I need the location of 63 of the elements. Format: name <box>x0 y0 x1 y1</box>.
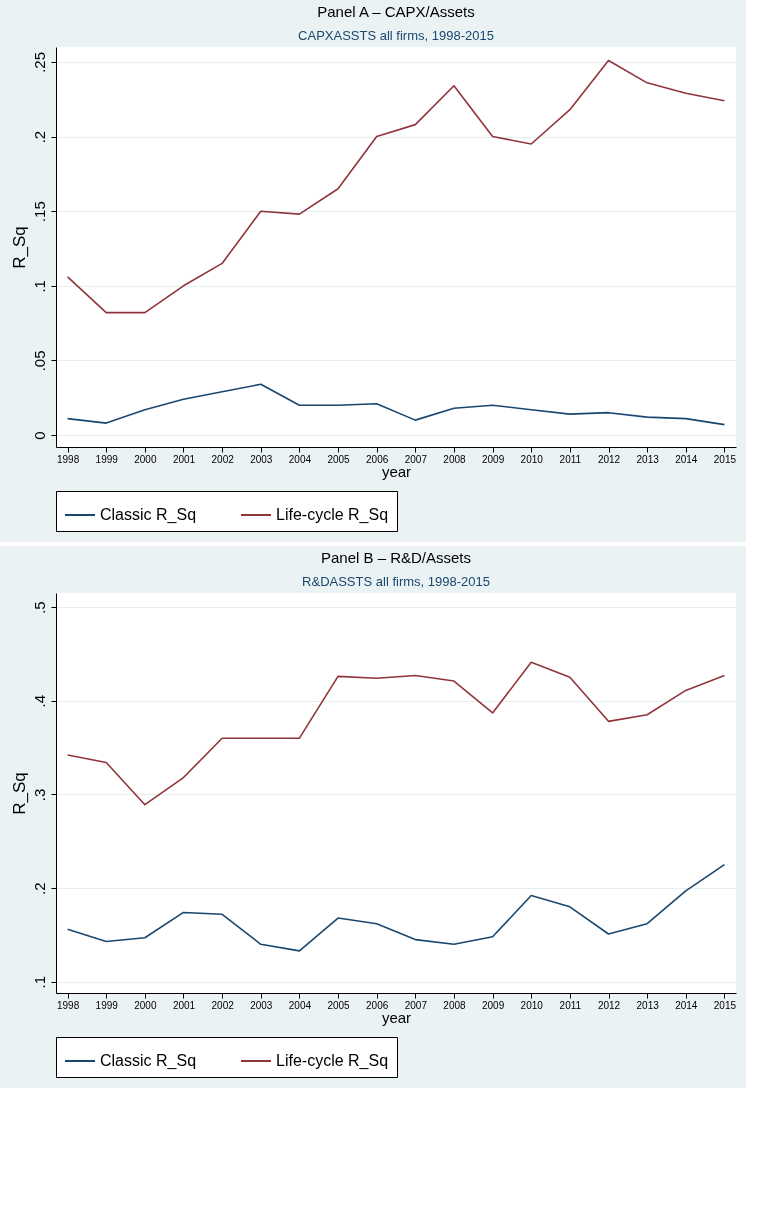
y-tick-label: .1 <box>30 976 48 989</box>
line-series <box>66 59 726 314</box>
y-tick-label: .3 <box>30 788 48 802</box>
x-tick-label: 2002 <box>211 999 235 1011</box>
x-tick-label: 2015 <box>713 999 737 1011</box>
y-axis-title: R_Sq <box>9 772 29 815</box>
line-series <box>66 383 726 426</box>
x-tick-label: 2012 <box>597 999 621 1011</box>
x-tick-label: 1998 <box>56 999 80 1011</box>
x-axis-title: year <box>381 462 412 480</box>
x-tick-label: 2009 <box>481 999 505 1011</box>
x-tick-label: 2009 <box>481 453 505 465</box>
x-tick-label: 2006 <box>366 453 389 465</box>
x-tick-label: 2014 <box>675 999 698 1011</box>
x-tick-label: 2011 <box>559 453 582 465</box>
chart-title: Panel A – CAPX/Assets <box>317 3 475 20</box>
x-tick-label: 2002 <box>211 453 235 465</box>
x-tick-label: 2005 <box>327 999 351 1011</box>
x-tick-label: 2005 <box>327 453 351 465</box>
chart-title: Panel B – R&D/Assets <box>320 549 472 566</box>
y-axis-title: R_Sq <box>9 226 29 269</box>
x-tick-label: 2013 <box>636 999 660 1011</box>
legend-label: Life-cycle R_Sq <box>276 1052 389 1070</box>
x-tick-label: 2007 <box>404 453 428 465</box>
x-tick-label: 2001 <box>172 453 196 465</box>
x-tick-label: 1999 <box>95 453 119 465</box>
y-tick-label: .1 <box>30 280 48 293</box>
y-tick-label: .15 <box>30 201 48 223</box>
x-tick-label: 2013 <box>636 453 660 465</box>
chart-subtitle: CAPXASSTS all firms, 1998-2015 <box>298 28 494 43</box>
x-tick-label: 2008 <box>443 453 467 465</box>
y-tick-label: .2 <box>30 882 48 895</box>
y-tick-label: .05 <box>30 350 48 372</box>
x-tick-label: 2008 <box>443 999 467 1011</box>
x-tick-label: 2011 <box>559 999 582 1011</box>
legend-label: Classic R_Sq <box>100 506 197 524</box>
x-tick-label: 2000 <box>134 999 157 1011</box>
line-series <box>66 661 726 806</box>
x-tick-label: 2012 <box>597 453 621 465</box>
x-tick-label: 2004 <box>288 999 312 1011</box>
legend-label: Classic R_Sq <box>100 1052 197 1070</box>
x-tick-label: 2014 <box>675 453 698 465</box>
line-series <box>66 863 726 952</box>
x-tick-label: 1999 <box>95 999 119 1011</box>
x-tick-label: 2006 <box>366 999 389 1011</box>
legend-label: Life-cycle R_Sq <box>276 506 389 524</box>
x-tick-label: 2001 <box>172 999 196 1011</box>
x-tick-label: 2007 <box>404 999 428 1011</box>
y-tick-label: .4 <box>30 694 48 708</box>
y-tick-label: .25 <box>30 52 48 73</box>
x-axis-title: year <box>381 1008 412 1026</box>
x-tick-label: 1998 <box>56 453 80 465</box>
x-tick-label: 2004 <box>288 453 312 465</box>
x-tick-label: 2000 <box>134 453 157 465</box>
x-tick-label: 2015 <box>713 453 737 465</box>
y-tick-label: 0 <box>30 431 48 440</box>
y-tick-label: .5 <box>30 601 48 614</box>
chart-subtitle: R&DASSTS all firms, 1998-2015 <box>302 574 490 589</box>
x-tick-label: 2010 <box>520 453 544 465</box>
x-tick-label: 2003 <box>250 999 273 1011</box>
x-tick-label: 2010 <box>520 999 544 1011</box>
y-tick-label: .2 <box>30 130 48 144</box>
x-tick-label: 2003 <box>250 453 273 465</box>
